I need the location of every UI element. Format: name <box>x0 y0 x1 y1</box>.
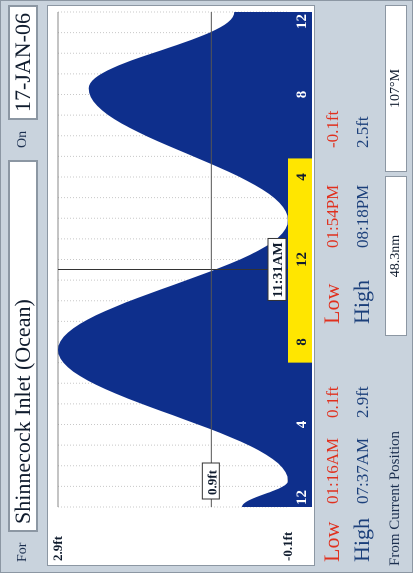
high-height-1: 2.9ft <box>353 386 372 418</box>
from-current-position-label: From Current Position <box>387 430 403 566</box>
x-tick-label: 4 <box>294 173 310 181</box>
for-label: For <box>15 542 30 562</box>
y-axis-top-label: 2.9ft <box>50 535 65 561</box>
cursor-time-label: 11:31AM <box>267 237 287 301</box>
high-label-left: High <box>349 518 374 562</box>
cursor-height-label: 0.9ft <box>201 462 220 500</box>
x-tick-label: 4 <box>294 420 310 428</box>
bearing-field: 107°M <box>385 5 407 172</box>
y-axis-bottom-label: -0.1ft <box>280 531 295 561</box>
high-label-right: High <box>349 280 374 324</box>
time-ticks: 12 4 8 12 4 8 12 <box>294 14 310 505</box>
x-tick-label: 12 <box>294 252 310 267</box>
high-time-1: 07:37AM <box>353 437 372 504</box>
low-label-left: Low <box>319 521 344 562</box>
x-tick-label: 12 <box>294 14 310 29</box>
high-height-2: 2.5ft <box>353 116 372 148</box>
station-name-field[interactable]: Shinnecock Inlet (Ocean) <box>8 160 38 532</box>
low-height-2: -0.1ft <box>323 110 342 148</box>
footer: From Current Position 48.3nm 107°M <box>383 5 409 566</box>
daylight-bar <box>288 158 312 363</box>
date-field[interactable]: 17-JAN-06 <box>8 5 38 120</box>
x-tick-label: 8 <box>294 338 310 346</box>
tide-chart-svg: 12 4 8 12 4 8 12 2.9ft -0.1ft 11:31AM 0.9ft <box>50 11 312 561</box>
distance-field: 48.3nm <box>385 176 407 336</box>
cursor-height-text: 0.9ft <box>204 469 219 495</box>
low-time-2: 01:54PM <box>323 184 342 248</box>
low-label-right: Low <box>319 283 344 324</box>
header: For Shinnecock Inlet (Ocean) On 17-JAN-0… <box>5 5 45 566</box>
tide-curve <box>58 12 288 507</box>
low-time-1: 01:16AM <box>323 437 342 504</box>
high-time-2: 08:18PM <box>353 184 372 248</box>
cursor-time-text: 11:31AM <box>271 242 286 297</box>
tide-chart[interactable]: 12 4 8 12 4 8 12 2.9ft -0.1ft 11:31AM 0.9ft <box>47 5 315 566</box>
x-tick-label: 12 <box>294 490 310 505</box>
low-height-1: 0.1ft <box>323 386 342 418</box>
on-label: On <box>15 130 30 148</box>
tide-table: Low 01:16AM 0.1ft Low 01:54PM -0.1ft Hig… <box>317 5 381 566</box>
x-tick-label: 8 <box>294 91 310 99</box>
